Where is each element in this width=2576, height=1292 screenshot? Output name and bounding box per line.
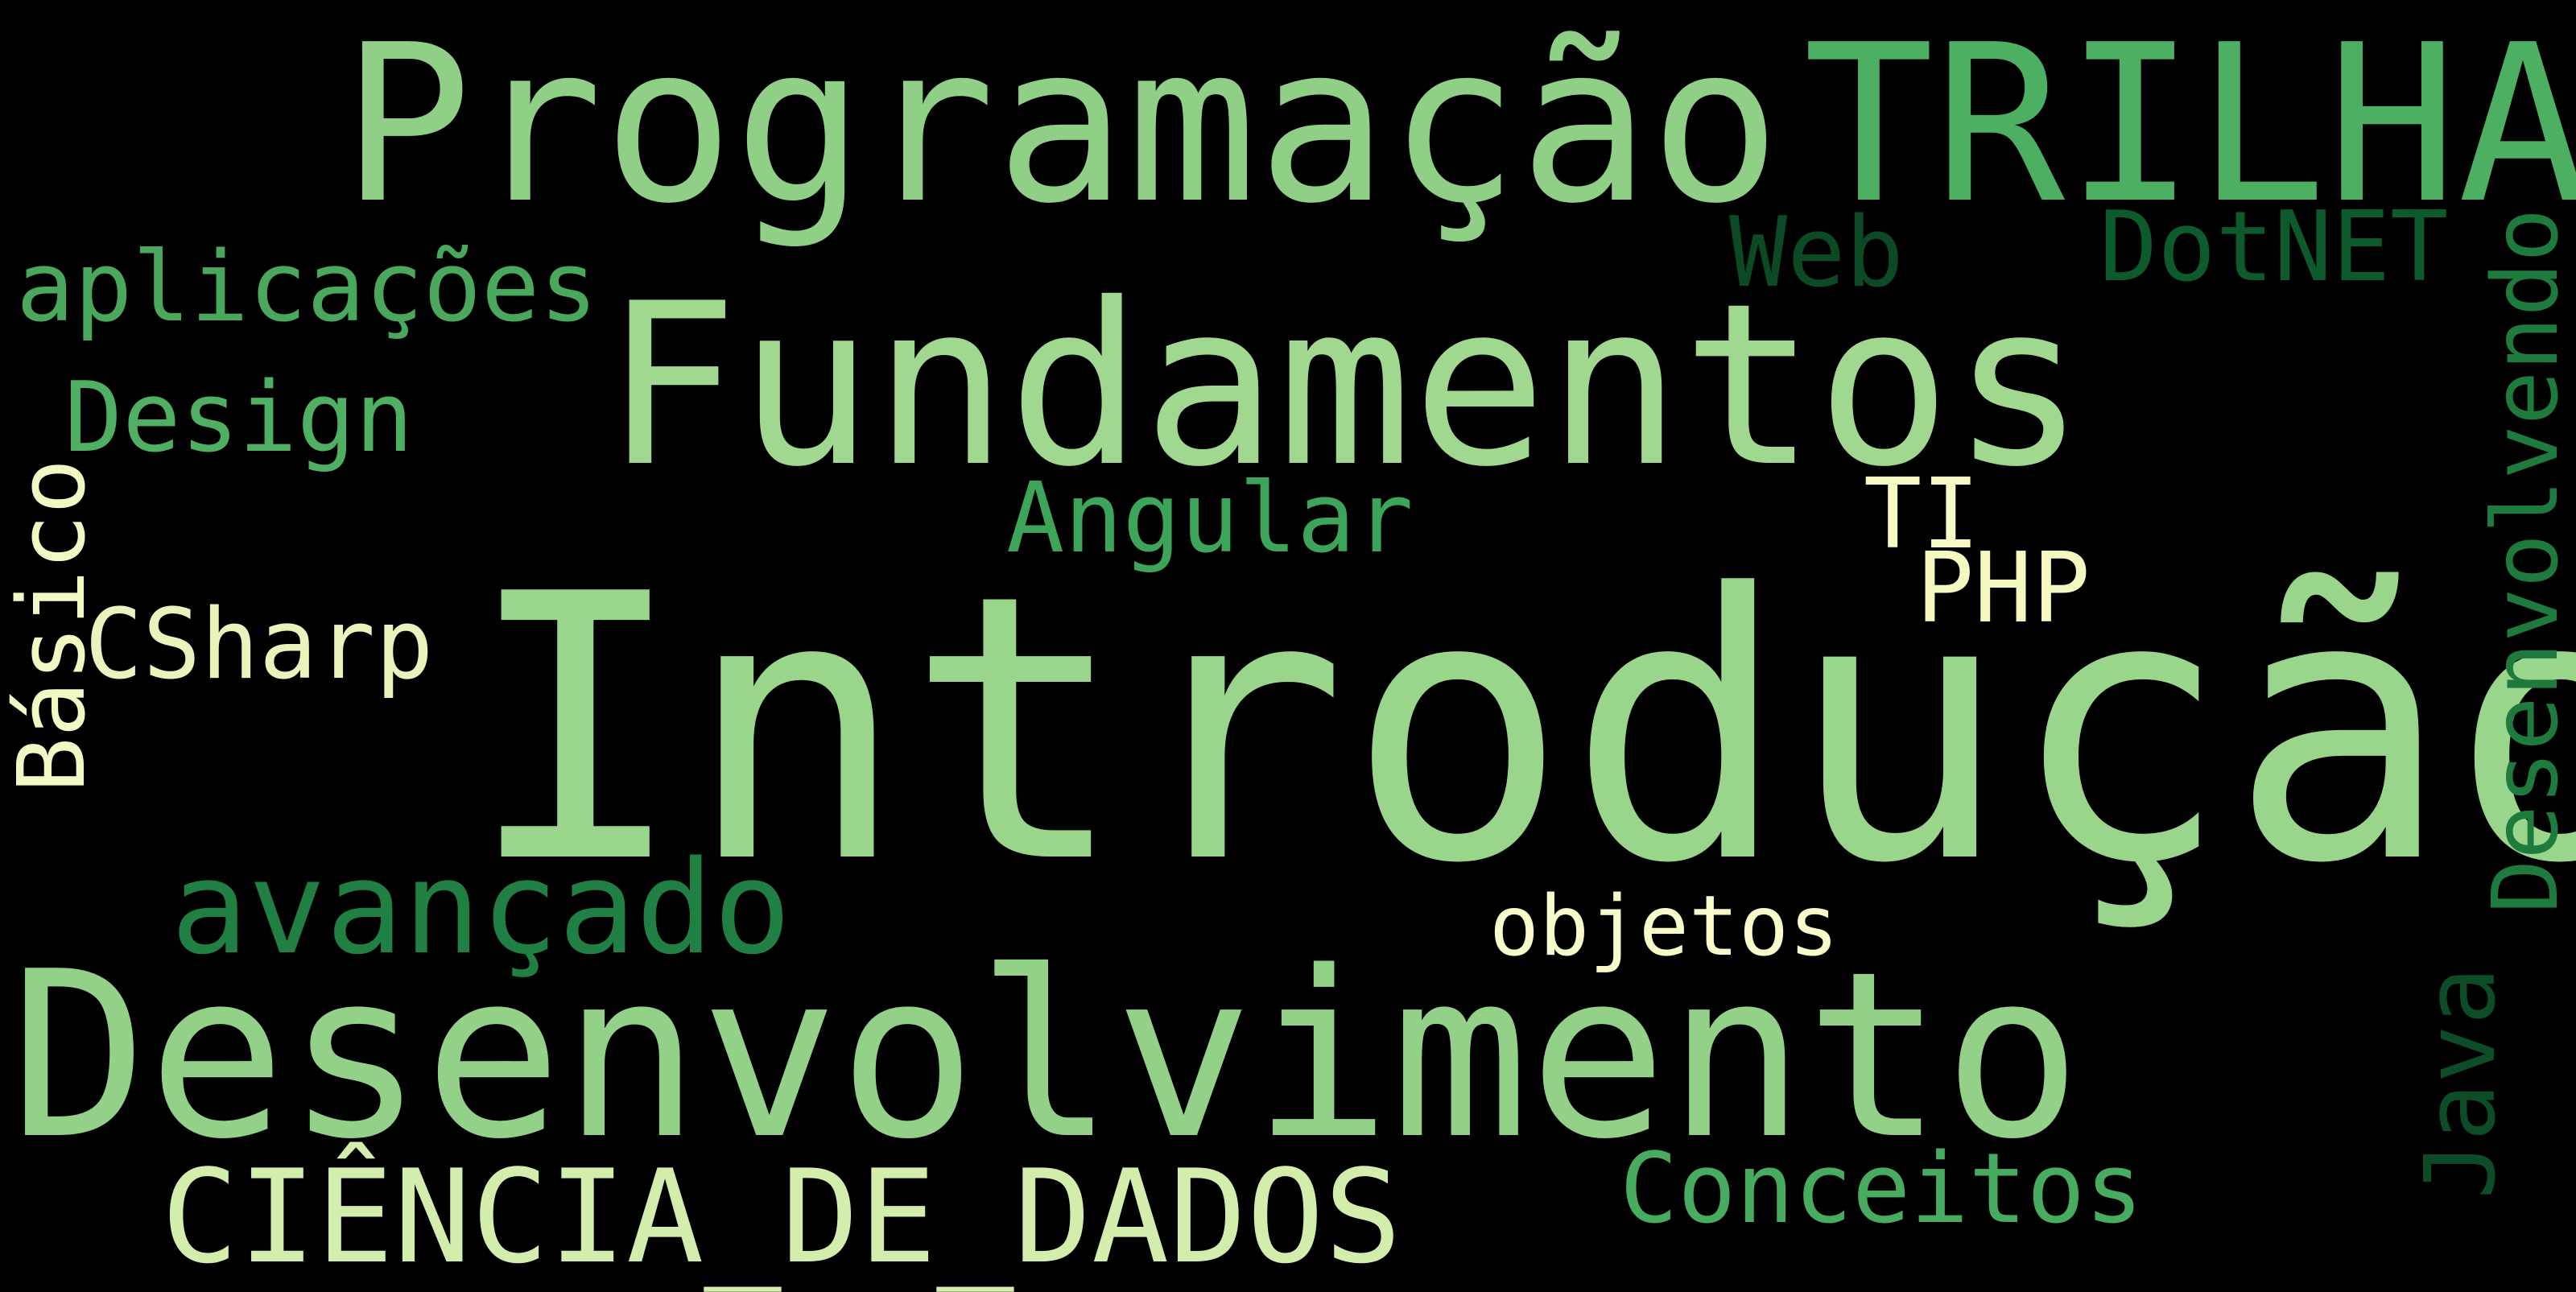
word-php: PHP bbox=[1916, 533, 2091, 645]
word-introducao: Introdução bbox=[465, 518, 2576, 943]
word-avancado: avançado bbox=[171, 832, 791, 983]
word-programacao: Programação bbox=[341, 0, 1781, 251]
word-angular: Angular bbox=[1006, 463, 1414, 575]
word-csharp: CSharp bbox=[85, 589, 434, 701]
word-conceitos: Conceitos bbox=[1620, 1133, 2144, 1245]
word-ti: TI bbox=[1864, 459, 1980, 571]
word-dotnet: DotNET bbox=[2099, 192, 2449, 303]
word-aplicacoes: aplicações bbox=[16, 232, 598, 344]
word-desenvolvendo: Desenvolvendo bbox=[2474, 208, 2576, 914]
word-design: Design bbox=[64, 362, 414, 474]
word-web: Web bbox=[1729, 197, 1904, 309]
word-desenvolvimento: Desenvolvimento bbox=[10, 923, 2082, 1190]
word-trilha: TRILHA bbox=[1803, 0, 2576, 251]
word-java: Java bbox=[2405, 967, 2517, 1199]
word-fundamentos: Fundamentos bbox=[604, 255, 2087, 516]
word-ciencia-de-dados: CIÊNCIA_DE_DADOS bbox=[161, 1141, 1402, 1292]
word-objetos: objetos bbox=[1489, 878, 1839, 975]
